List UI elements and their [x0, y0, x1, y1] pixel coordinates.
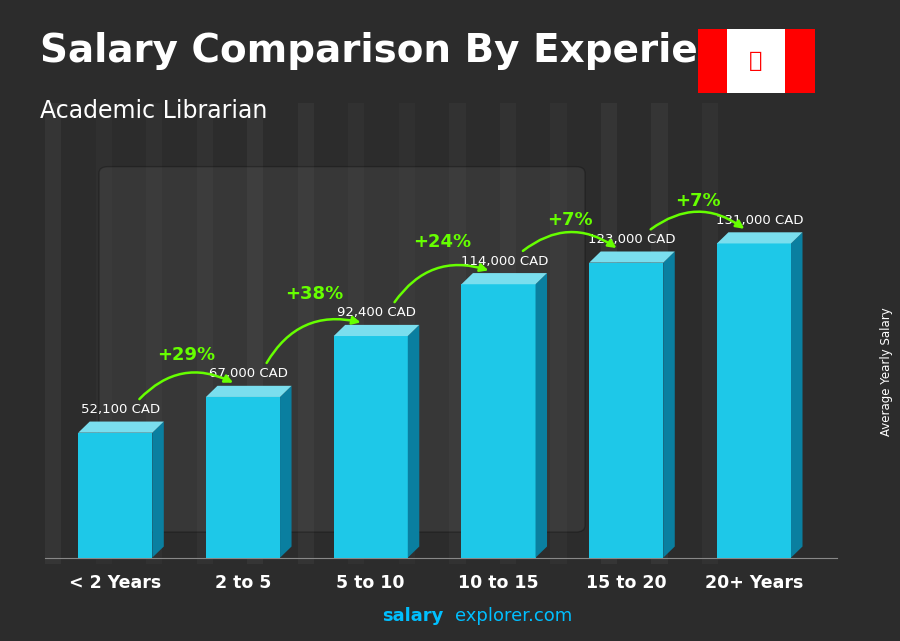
Text: 92,400 CAD: 92,400 CAD: [338, 306, 416, 319]
Polygon shape: [408, 325, 419, 558]
Text: 52,100 CAD: 52,100 CAD: [81, 403, 160, 416]
Text: +38%: +38%: [285, 285, 344, 303]
Text: +24%: +24%: [413, 233, 471, 251]
Polygon shape: [78, 422, 164, 433]
Bar: [702, 103, 718, 564]
Bar: [399, 103, 415, 564]
Text: 🍁: 🍁: [750, 51, 762, 71]
Polygon shape: [590, 263, 663, 558]
Text: +7%: +7%: [675, 192, 720, 210]
Polygon shape: [462, 273, 547, 284]
Polygon shape: [152, 422, 164, 558]
Text: +29%: +29%: [158, 345, 216, 363]
Text: explorer.com: explorer.com: [454, 607, 572, 625]
Polygon shape: [791, 232, 803, 558]
Bar: [449, 103, 465, 564]
Bar: [248, 103, 264, 564]
Bar: [348, 103, 364, 564]
Text: Average Yearly Salary: Average Yearly Salary: [880, 308, 893, 436]
Text: salary: salary: [382, 607, 444, 625]
FancyArrowPatch shape: [266, 317, 358, 363]
Polygon shape: [334, 325, 419, 336]
Bar: [652, 103, 668, 564]
Text: 114,000 CAD: 114,000 CAD: [461, 254, 548, 267]
Polygon shape: [206, 397, 280, 558]
Bar: [95, 103, 112, 564]
Polygon shape: [280, 386, 292, 558]
Text: Academic Librarian: Academic Librarian: [40, 99, 268, 123]
Polygon shape: [663, 251, 675, 558]
Polygon shape: [334, 336, 408, 558]
Polygon shape: [590, 251, 675, 263]
Bar: [785, 29, 814, 93]
Polygon shape: [462, 284, 536, 558]
Bar: [500, 103, 516, 564]
FancyBboxPatch shape: [99, 167, 585, 532]
Bar: [45, 103, 61, 564]
Polygon shape: [536, 273, 547, 558]
Bar: [146, 103, 162, 564]
Bar: [196, 103, 212, 564]
Text: 123,000 CAD: 123,000 CAD: [589, 233, 676, 246]
Bar: [601, 103, 617, 564]
Text: 67,000 CAD: 67,000 CAD: [210, 367, 288, 380]
Polygon shape: [717, 232, 803, 244]
Polygon shape: [206, 386, 292, 397]
FancyArrowPatch shape: [651, 212, 742, 229]
Bar: [698, 29, 727, 93]
Bar: [298, 103, 314, 564]
FancyArrowPatch shape: [523, 232, 614, 251]
Polygon shape: [78, 433, 152, 558]
FancyArrowPatch shape: [394, 264, 486, 302]
Polygon shape: [717, 244, 791, 558]
FancyArrowPatch shape: [140, 372, 230, 399]
Text: Salary Comparison By Experience: Salary Comparison By Experience: [40, 32, 775, 70]
Text: +7%: +7%: [547, 211, 592, 229]
Text: 131,000 CAD: 131,000 CAD: [716, 213, 804, 227]
Bar: [551, 103, 567, 564]
